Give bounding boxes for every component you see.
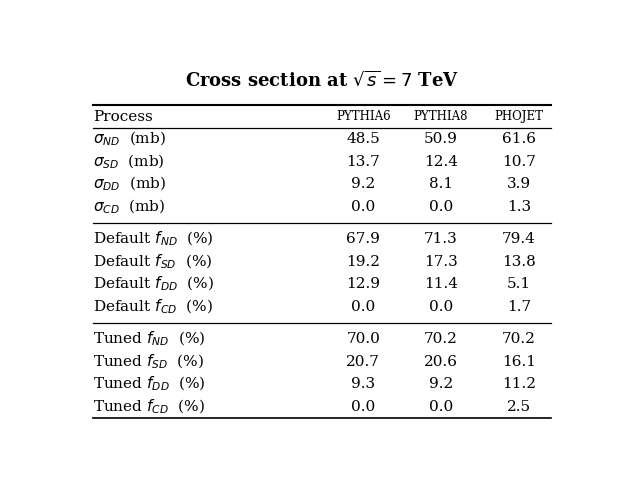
Text: 5.1: 5.1 [507,277,531,291]
Text: Tuned $f_{CD}$  (%): Tuned $f_{CD}$ (%) [93,397,205,416]
Text: Tuned $f_{ND}$  (%): Tuned $f_{ND}$ (%) [93,330,205,348]
Text: 20.6: 20.6 [424,355,458,369]
Text: 9.2: 9.2 [429,377,453,391]
Text: 79.4: 79.4 [502,232,536,246]
Text: Process: Process [93,109,153,123]
Text: 11.4: 11.4 [424,277,458,291]
Text: 17.3: 17.3 [425,254,458,268]
Text: 1.3: 1.3 [507,200,531,214]
Text: 70.0: 70.0 [346,332,380,346]
Text: 70.2: 70.2 [424,332,458,346]
Text: Default $f_{DD}$  (%): Default $f_{DD}$ (%) [93,275,214,293]
Text: $\sigma_{ND}$  (mb): $\sigma_{ND}$ (mb) [93,130,166,148]
Text: PYTHIA6: PYTHIA6 [336,110,391,123]
Text: 16.1: 16.1 [502,355,536,369]
Text: 3.9: 3.9 [507,177,531,191]
Text: 0.0: 0.0 [429,400,453,414]
Text: 13.7: 13.7 [347,155,380,169]
Text: 10.7: 10.7 [502,155,536,169]
Text: 67.9: 67.9 [346,232,380,246]
Text: 13.8: 13.8 [502,254,536,268]
Text: Default $f_{CD}$  (%): Default $f_{CD}$ (%) [93,297,213,316]
Text: 0.0: 0.0 [351,200,376,214]
Text: 0.0: 0.0 [351,400,376,414]
Text: Tuned $f_{SD}$  (%): Tuned $f_{SD}$ (%) [93,352,204,371]
Text: 12.4: 12.4 [424,155,458,169]
Text: 20.7: 20.7 [346,355,380,369]
Text: 2.5: 2.5 [507,400,531,414]
Text: 12.9: 12.9 [346,277,380,291]
Text: $\sigma_{CD}$  (mb): $\sigma_{CD}$ (mb) [93,197,166,216]
Text: 1.7: 1.7 [507,299,531,314]
Text: PHOJET: PHOJET [494,110,543,123]
Text: 19.2: 19.2 [346,254,380,268]
Text: 8.1: 8.1 [429,177,453,191]
Text: 48.5: 48.5 [347,132,380,146]
Text: 71.3: 71.3 [425,232,458,246]
Text: 9.3: 9.3 [351,377,376,391]
Text: 0.0: 0.0 [351,299,376,314]
Text: 0.0: 0.0 [429,299,453,314]
Text: $\sigma_{SD}$  (mb): $\sigma_{SD}$ (mb) [93,152,165,171]
Text: $\sigma_{DD}$  (mb): $\sigma_{DD}$ (mb) [93,175,166,193]
Text: Default $f_{SD}$  (%): Default $f_{SD}$ (%) [93,253,212,271]
Text: 50.9: 50.9 [424,132,458,146]
Text: Default $f_{ND}$  (%): Default $f_{ND}$ (%) [93,230,214,248]
Text: 0.0: 0.0 [429,200,453,214]
Text: 70.2: 70.2 [502,332,536,346]
Text: Tuned $f_{DD}$  (%): Tuned $f_{DD}$ (%) [93,375,206,393]
Text: 11.2: 11.2 [502,377,536,391]
Text: 9.2: 9.2 [351,177,376,191]
Text: Cross section at $\sqrt{s} = 7$ TeV: Cross section at $\sqrt{s} = 7$ TeV [185,71,459,90]
Text: 61.6: 61.6 [502,132,536,146]
Text: PYTHIA8: PYTHIA8 [414,110,468,123]
